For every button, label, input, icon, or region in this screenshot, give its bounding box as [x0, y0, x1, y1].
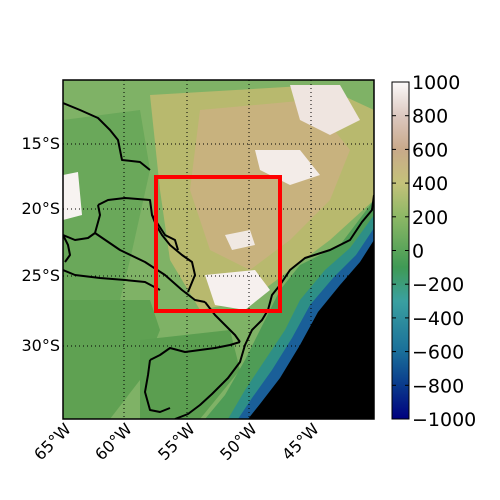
colorbar-ticks: 1000 800 600 400 200 0 −200 −400 −600 −800 −1000 — [392, 72, 476, 431]
lowland-west — [63, 110, 150, 300]
map-frame — [62, 79, 375, 420]
peak-east — [255, 150, 320, 185]
colorbar-tick-label: 0 — [412, 241, 424, 263]
colorbar-tick-label: 800 — [412, 106, 448, 128]
colorbar-tick-label: 1000 — [412, 72, 460, 94]
colorbar-tick-label: 200 — [412, 207, 448, 229]
border-chile-bolivia — [63, 234, 71, 263]
colorbar-tick-label: −800 — [412, 375, 464, 397]
lon-label: 65°W — [30, 419, 75, 464]
colorbar-tick-label: −200 — [412, 274, 464, 296]
lat-label: 30°S — [21, 336, 60, 355]
colorbar-tick-label: −1000 — [412, 409, 476, 431]
lat-label: 20°S — [21, 199, 60, 218]
lon-label: 50°W — [216, 419, 261, 464]
colorbar: 1000 800 600 400 200 0 −200 −400 −600 −800 −1000 — [391, 72, 476, 431]
colorbar-tick-label: −600 — [412, 342, 464, 364]
border-paraguay-argentina — [63, 204, 101, 241]
peak-serra — [205, 270, 270, 310]
highland-center — [190, 100, 350, 270]
lat-label: 15°S — [21, 134, 60, 153]
border-paraguay-brazil — [151, 214, 179, 251]
lon-label: 60°W — [91, 419, 136, 464]
coastal-strip — [205, 200, 374, 419]
lon-label: 55°W — [154, 419, 199, 464]
ocean-deep — [248, 240, 374, 419]
lon-label: 45°W — [278, 419, 323, 464]
highlight-box — [154, 175, 282, 313]
colorbar-tick-label: 400 — [412, 173, 448, 195]
peak-west — [63, 172, 82, 220]
border-bolivia-brazil — [63, 102, 151, 171]
lat-labels: 15°S 20°S 25°S 30°S — [21, 134, 60, 355]
peak-minor — [225, 230, 255, 250]
border-paraguay-east — [155, 224, 196, 293]
border-argentina-chile — [63, 269, 161, 291]
border-uruguay-argentina — [144, 359, 171, 413]
colorbar-tick-label: −400 — [412, 308, 464, 330]
colorbar-tick-label: 600 — [412, 139, 448, 161]
lowland-pampas — [63, 300, 160, 419]
gridlines — [63, 80, 374, 419]
lat-label: 25°S — [21, 266, 60, 285]
peak-north — [290, 85, 360, 135]
map-panel — [63, 80, 374, 419]
border-paraguay-west — [94, 232, 206, 303]
lon-labels: 65°W 60°W 55°W 50°W 45°W — [30, 419, 323, 464]
